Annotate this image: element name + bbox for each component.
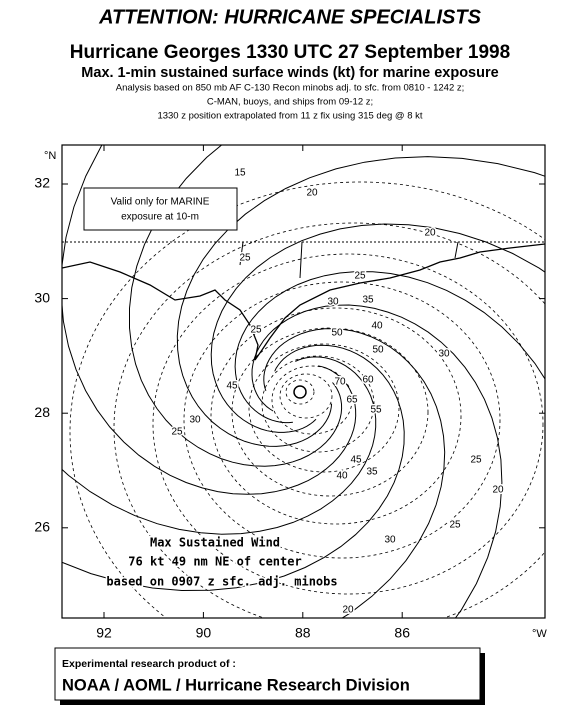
contour-label: 15 (234, 168, 246, 179)
contour-label: 70 (334, 377, 346, 388)
subtitle: Max. 1-min sustained surface winds (kt) … (81, 65, 498, 81)
contour-label: 25 (239, 253, 251, 264)
contour-label: 60 (362, 375, 374, 386)
streamline (251, 304, 503, 618)
river (239, 241, 459, 279)
lon-label: 86 (394, 625, 410, 641)
contour-label: 25 (171, 427, 183, 438)
lat-label: 28 (34, 404, 50, 420)
isotach (248, 343, 400, 473)
contour-label: 25 (449, 520, 461, 531)
max-wind: 76 kt 49 nm NE of center (128, 555, 301, 569)
contour-label: 35 (366, 467, 378, 478)
lat-label: 30 (34, 289, 50, 305)
streamline (62, 356, 377, 535)
contour-label: 20 (424, 228, 436, 239)
max-wind: based on 0907 z sfc. adj. minobs (106, 575, 337, 589)
isotach (183, 281, 501, 559)
contour-label: 20 (342, 605, 354, 616)
contour-label: 20 (306, 188, 318, 199)
lat-label: 26 (34, 519, 50, 535)
lon-label: 90 (196, 625, 212, 641)
contour-label: 50 (372, 345, 384, 356)
contour-label: 45 (350, 455, 362, 466)
lat-unit: °N (44, 150, 56, 162)
note: 1330 z position extrapolated from 11 z f… (157, 111, 422, 122)
streamline (62, 145, 357, 495)
contour-label: 30 (189, 415, 201, 426)
streamline (234, 271, 545, 424)
contour-label: 25 (470, 455, 482, 466)
map-frame (61, 144, 546, 619)
max-wind: Max Sustained Wind (150, 536, 280, 550)
footer-text: Experimental research product of : (62, 658, 236, 670)
streamline (129, 145, 343, 467)
storm-center (293, 385, 307, 399)
contour-label: 20 (492, 485, 504, 496)
map-area (62, 145, 545, 618)
contour-label: 25 (354, 271, 366, 282)
contour-label: 35 (362, 295, 374, 306)
contour-label: 30 (438, 349, 450, 360)
coastline (62, 243, 545, 361)
streamline (210, 223, 545, 433)
isotach (210, 307, 462, 525)
note: Analysis based on 850 mb AF C-130 Recon … (116, 83, 465, 94)
isotach (279, 373, 333, 419)
contour-label: 30 (384, 535, 396, 546)
isotach (285, 379, 315, 405)
contour-label: 40 (336, 471, 348, 482)
lon-label: 88 (295, 625, 311, 641)
isotach (152, 253, 544, 595)
isotach (261, 355, 375, 453)
streamline (176, 156, 545, 447)
validity-note: Valid only for MARINE (111, 197, 210, 208)
lon-label: 92 (96, 625, 112, 641)
contour-label: 55 (370, 405, 382, 416)
isotach (69, 181, 545, 618)
note: C-MAN, buoys, and ships from 09-12 z; (207, 97, 373, 108)
streamline (263, 328, 446, 618)
contour-label: 45 (226, 381, 238, 392)
validity-note: exposure at 10-m (121, 212, 199, 223)
contour-label: 30 (327, 297, 339, 308)
validity-box (83, 187, 238, 231)
lon-unit: °W (532, 628, 547, 640)
isotach (231, 327, 429, 497)
footer-box (54, 647, 481, 701)
contour-label: 50 (331, 328, 343, 339)
title: ATTENTION: HURRICANE SPECIALISTS (98, 6, 482, 28)
contour-label: 25 (250, 325, 262, 336)
isotach (271, 365, 353, 435)
subtitle: Hurricane Georges 1330 UTC 27 September … (70, 42, 510, 63)
lat-label: 32 (34, 175, 50, 191)
contour-label: 40 (371, 321, 383, 332)
streamline (62, 344, 405, 592)
contour-label: 65 (346, 395, 358, 406)
footer-text: NOAA / AOML / Hurricane Research Divisio… (62, 676, 410, 694)
